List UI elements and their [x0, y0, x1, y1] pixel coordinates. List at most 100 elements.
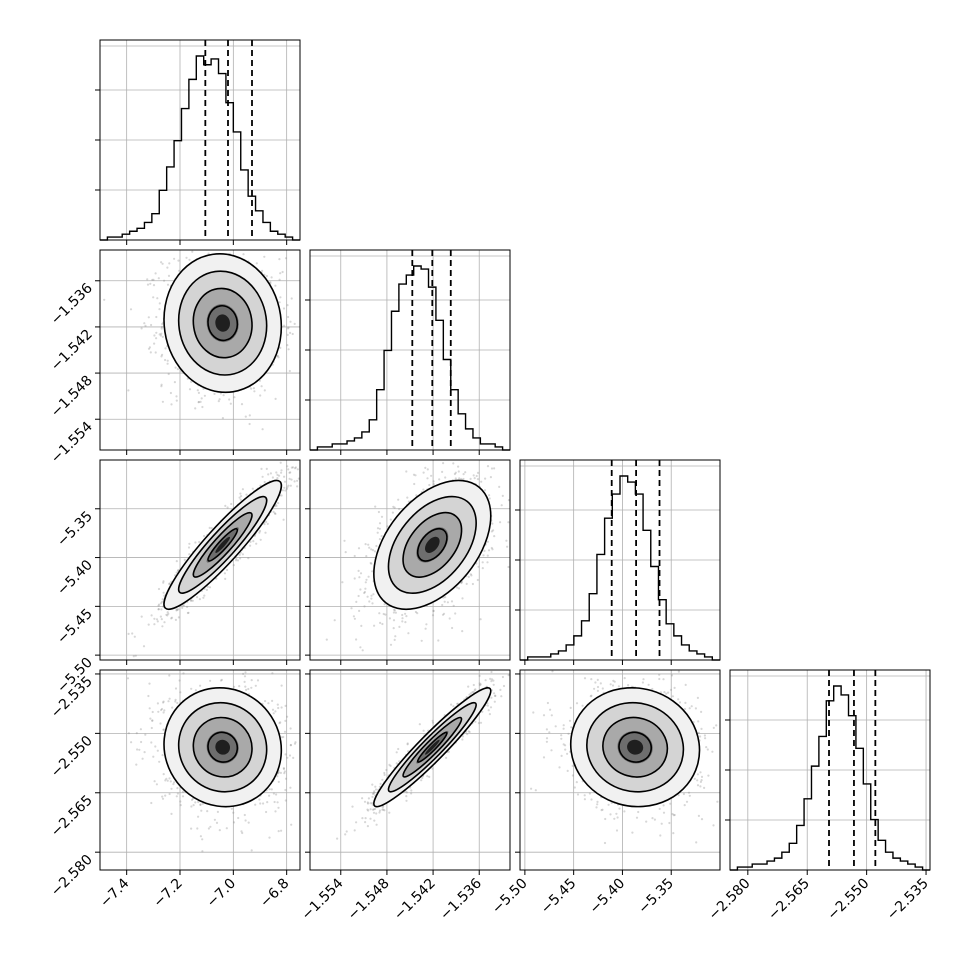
sample-point	[359, 646, 361, 648]
scatter-panel: −7.4−7.2−7.0−6.8−2.580−2.565−2.550−2.535	[48, 664, 305, 911]
sample-point	[279, 296, 281, 298]
sample-point	[164, 359, 166, 361]
sample-point	[404, 621, 406, 623]
sample-point	[463, 473, 465, 475]
sample-point	[287, 316, 289, 318]
sample-point	[233, 396, 235, 398]
sample-point	[458, 470, 460, 472]
scatter-panel	[305, 459, 514, 665]
sample-point	[260, 468, 262, 470]
histogram-panel	[95, 40, 300, 245]
sample-point	[278, 258, 280, 260]
sample-point	[188, 553, 190, 555]
sample-point	[275, 471, 277, 473]
sample-point	[245, 494, 247, 496]
sample-point	[171, 617, 173, 619]
sample-point	[281, 706, 283, 708]
sample-point	[203, 595, 205, 597]
sample-point	[287, 485, 289, 487]
sample-point	[157, 711, 159, 713]
sample-point	[155, 351, 157, 353]
sample-point	[413, 483, 415, 485]
sample-point	[371, 602, 373, 604]
sample-point	[394, 635, 396, 637]
sample-point	[451, 600, 453, 602]
sample-point	[487, 555, 489, 557]
sample-point	[501, 504, 503, 506]
sample-point	[470, 573, 472, 575]
sample-point	[162, 798, 164, 800]
sample-point	[353, 615, 355, 617]
sample-point	[491, 547, 493, 549]
sample-point	[241, 403, 243, 405]
sample-point	[258, 532, 260, 534]
sample-point	[213, 393, 215, 395]
sample-point	[202, 597, 204, 599]
sample-point	[278, 781, 280, 783]
sample-point	[476, 475, 478, 477]
sample-point	[421, 640, 423, 642]
sample-point	[160, 355, 162, 357]
sample-point	[130, 741, 132, 743]
sample-point	[242, 253, 244, 255]
sample-point	[484, 478, 486, 480]
sample-point	[282, 271, 284, 273]
sample-point	[265, 521, 267, 523]
sample-point	[470, 478, 472, 480]
sample-point	[159, 333, 161, 335]
sample-point	[404, 613, 406, 615]
sample-point	[491, 467, 493, 469]
sample-point	[288, 472, 290, 474]
sample-point	[275, 398, 277, 400]
sample-point	[354, 555, 356, 557]
sample-point	[359, 588, 361, 590]
y-tick-label: −5.40	[54, 557, 96, 599]
sample-point	[286, 465, 288, 467]
sample-point	[156, 297, 158, 299]
sample-point	[454, 473, 456, 475]
sample-point	[362, 649, 364, 651]
sample-point	[368, 600, 370, 602]
sample-point	[249, 414, 251, 416]
sample-point	[294, 480, 296, 482]
sample-point	[159, 302, 161, 304]
sample-point	[398, 508, 400, 510]
sample-point	[148, 683, 150, 685]
sample-point	[175, 367, 177, 369]
sample-point	[480, 481, 482, 483]
sample-point	[252, 540, 254, 542]
sample-point	[422, 489, 424, 491]
sample-point	[423, 472, 425, 474]
sample-point	[242, 553, 244, 555]
sample-point	[358, 576, 360, 578]
sample-point	[425, 628, 427, 630]
sample-point	[370, 595, 372, 597]
sample-point	[194, 407, 196, 409]
sample-point	[168, 583, 170, 585]
sample-point	[155, 337, 157, 339]
sample-point	[162, 582, 164, 584]
sample-point	[167, 360, 169, 362]
sample-point	[204, 395, 206, 397]
sample-point	[292, 466, 294, 468]
histogram-step	[730, 686, 930, 870]
sample-point	[239, 493, 241, 495]
sample-point	[176, 560, 178, 562]
sample-point	[176, 400, 178, 402]
sample-point	[393, 619, 395, 621]
sample-point	[487, 465, 489, 467]
sample-point	[360, 572, 362, 574]
sample-point	[155, 332, 157, 334]
sample-point	[155, 316, 157, 318]
sample-point	[277, 502, 279, 504]
sample-point	[190, 805, 192, 807]
sample-point	[447, 601, 449, 603]
sample-point	[364, 588, 366, 590]
sample-point	[226, 827, 228, 829]
sample-point	[144, 734, 146, 736]
sample-point	[296, 480, 298, 482]
sample-point	[358, 595, 360, 597]
sample-point	[185, 257, 187, 259]
sample-point	[267, 473, 269, 475]
sample-point	[167, 284, 169, 286]
